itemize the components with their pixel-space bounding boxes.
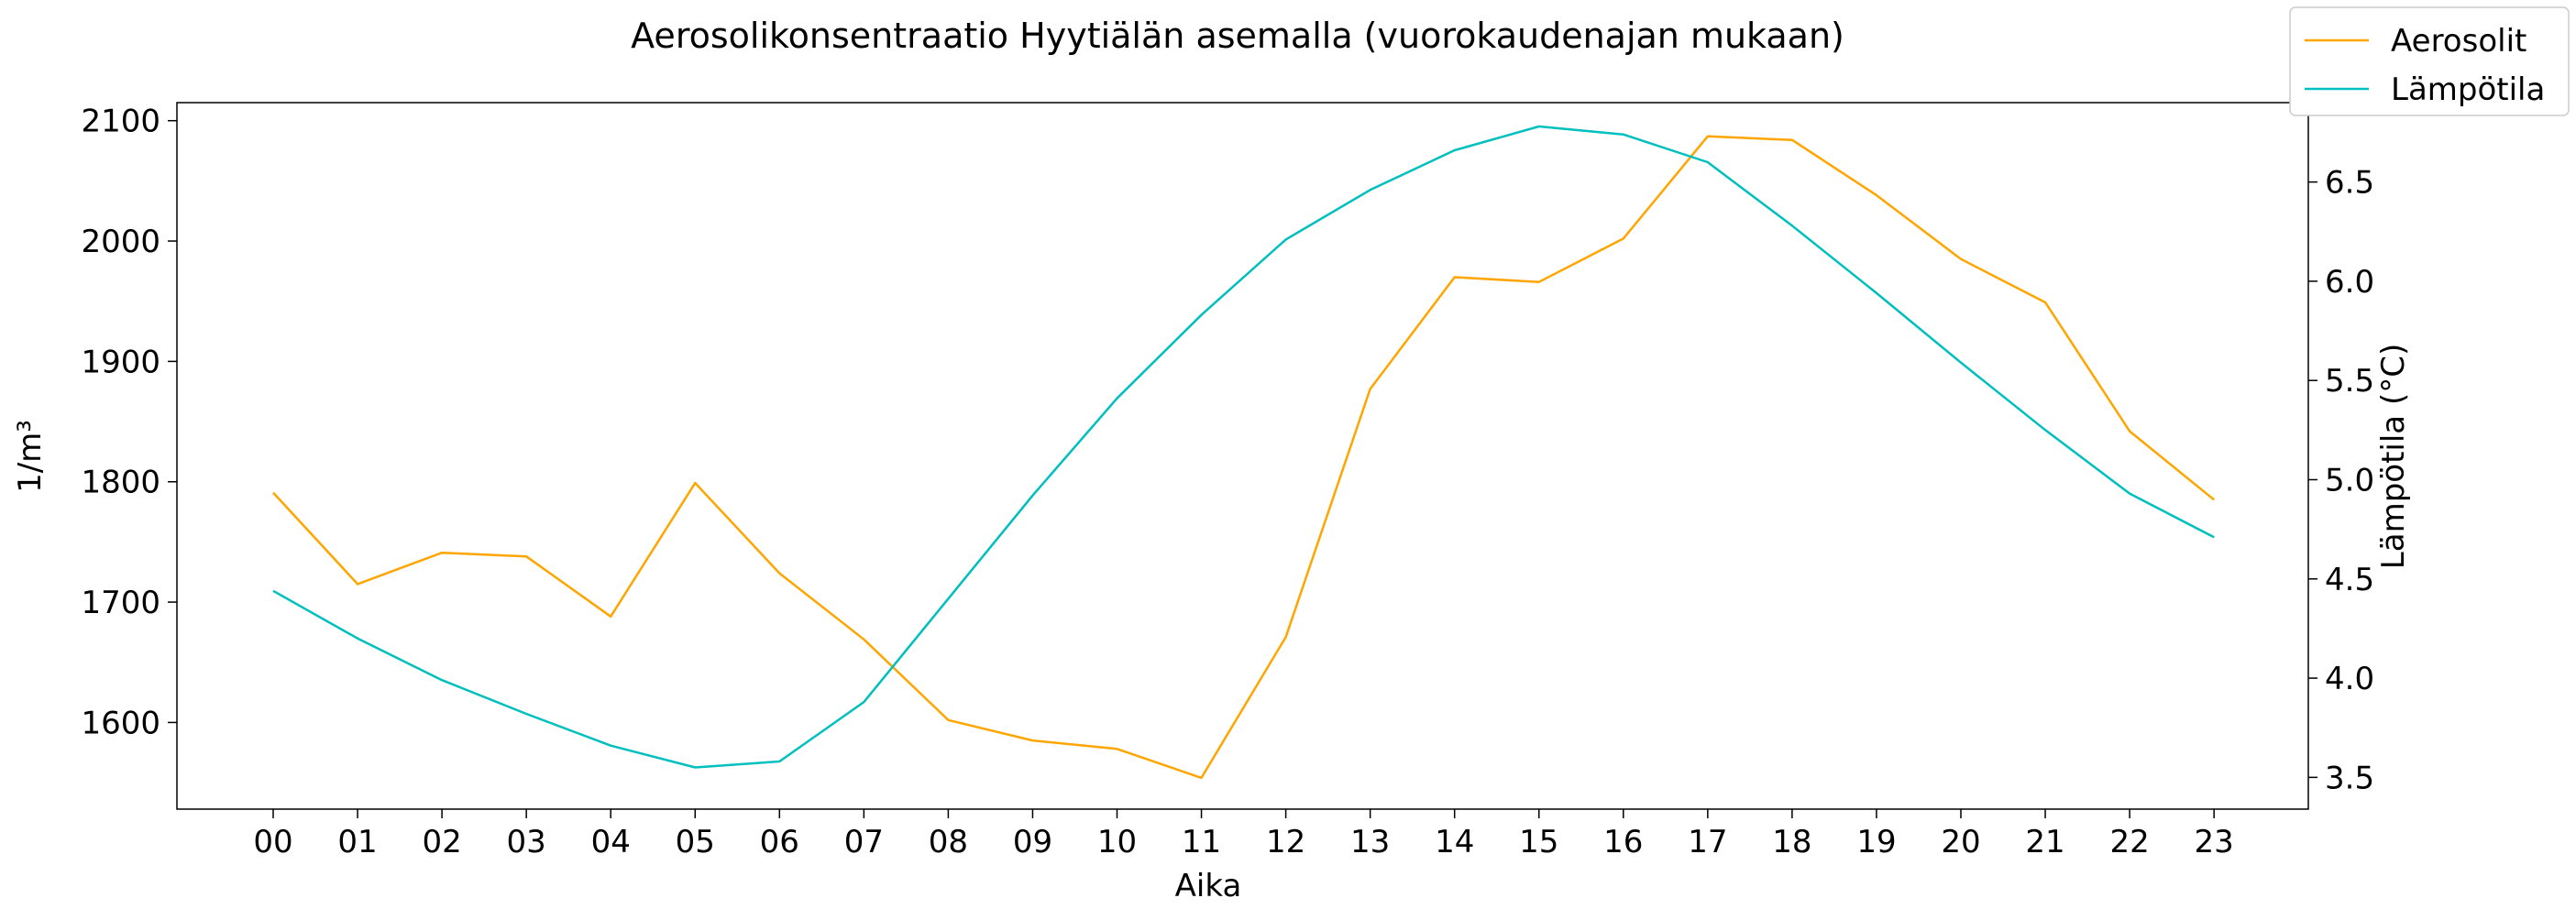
series-line-lampotila — [272, 125, 2215, 769]
chart-title: Aerosolikonsentraatio Hyytiälän asemalla… — [631, 16, 1844, 56]
y-left-tick-label: 1800 — [81, 465, 160, 501]
plot-area — [176, 102, 2309, 810]
x-tick-label: 23 — [2195, 824, 2234, 860]
x-tick-label: 05 — [676, 824, 715, 860]
x-tick-label: 17 — [1688, 824, 1727, 860]
legend: Aerosolit Lämpötila — [2289, 6, 2570, 116]
x-tick-label: 15 — [1519, 824, 1558, 860]
x-tick-label: 21 — [2025, 824, 2064, 860]
y-left-tick-label: 1600 — [81, 705, 160, 741]
x-tick-label: 22 — [2109, 824, 2149, 860]
y-left-tick-label: 2000 — [81, 224, 160, 260]
y-right-tick-label: 5.0 — [2325, 462, 2374, 498]
x-tick-label: 13 — [1350, 824, 1390, 860]
y-right-tick-label: 5.5 — [2325, 363, 2374, 400]
x-tick-label: 12 — [1266, 824, 1305, 860]
y-left-tick-label: 1900 — [81, 344, 160, 380]
series-line-aerosolit — [272, 135, 2215, 780]
y-right-tick-label: 4.0 — [2325, 661, 2374, 697]
y-right-tick-label: 6.0 — [2325, 264, 2374, 301]
y-axis-left: 1600 1700 1800 1900 2000 2100 — [81, 104, 177, 741]
x-axis: 00 01 02 03 04 05 06 07 08 09 10 11 12 13 14 15 16 17 18 19… — [253, 809, 2234, 860]
y-right-tick-label: 4.5 — [2325, 562, 2374, 598]
x-tick-label: 04 — [591, 824, 631, 860]
legend-label-aerosolit: Aerosolit — [2391, 23, 2526, 60]
x-tick-label: 14 — [1435, 824, 1474, 860]
x-tick-label: 19 — [1856, 824, 1896, 860]
y-axis-left-label: 1/m³ — [12, 420, 49, 493]
x-tick-label: 02 — [422, 824, 461, 860]
y-axis-right: 3.5 4.0 4.5 5.0 5.5 6.0 6.5 — [2308, 165, 2374, 796]
x-tick-label: 08 — [929, 824, 968, 860]
x-axis-label: Aika — [1175, 868, 1242, 904]
x-tick-label: 07 — [844, 824, 884, 860]
x-tick-label: 09 — [1013, 824, 1052, 860]
x-tick-label: 16 — [1603, 824, 1643, 860]
x-tick-label: 18 — [1772, 824, 1811, 860]
y-left-tick-label: 1700 — [81, 585, 160, 621]
x-tick-label: 06 — [760, 824, 799, 860]
x-tick-label: 20 — [1941, 824, 1980, 860]
x-tick-label: 00 — [253, 824, 292, 860]
y-axis-right-label: Lämpötila (°C) — [2375, 344, 2412, 569]
y-right-tick-label: 3.5 — [2325, 760, 2374, 796]
x-tick-label: 10 — [1097, 824, 1137, 860]
x-tick-label: 01 — [337, 824, 377, 860]
y-left-tick-label: 2100 — [81, 104, 160, 140]
y-right-tick-label: 6.5 — [2325, 165, 2374, 202]
x-tick-label: 11 — [1182, 824, 1221, 860]
legend-label-lampotila: Lämpötila — [2391, 71, 2545, 108]
series-layer — [272, 125, 2215, 780]
x-tick-label: 03 — [507, 824, 546, 860]
